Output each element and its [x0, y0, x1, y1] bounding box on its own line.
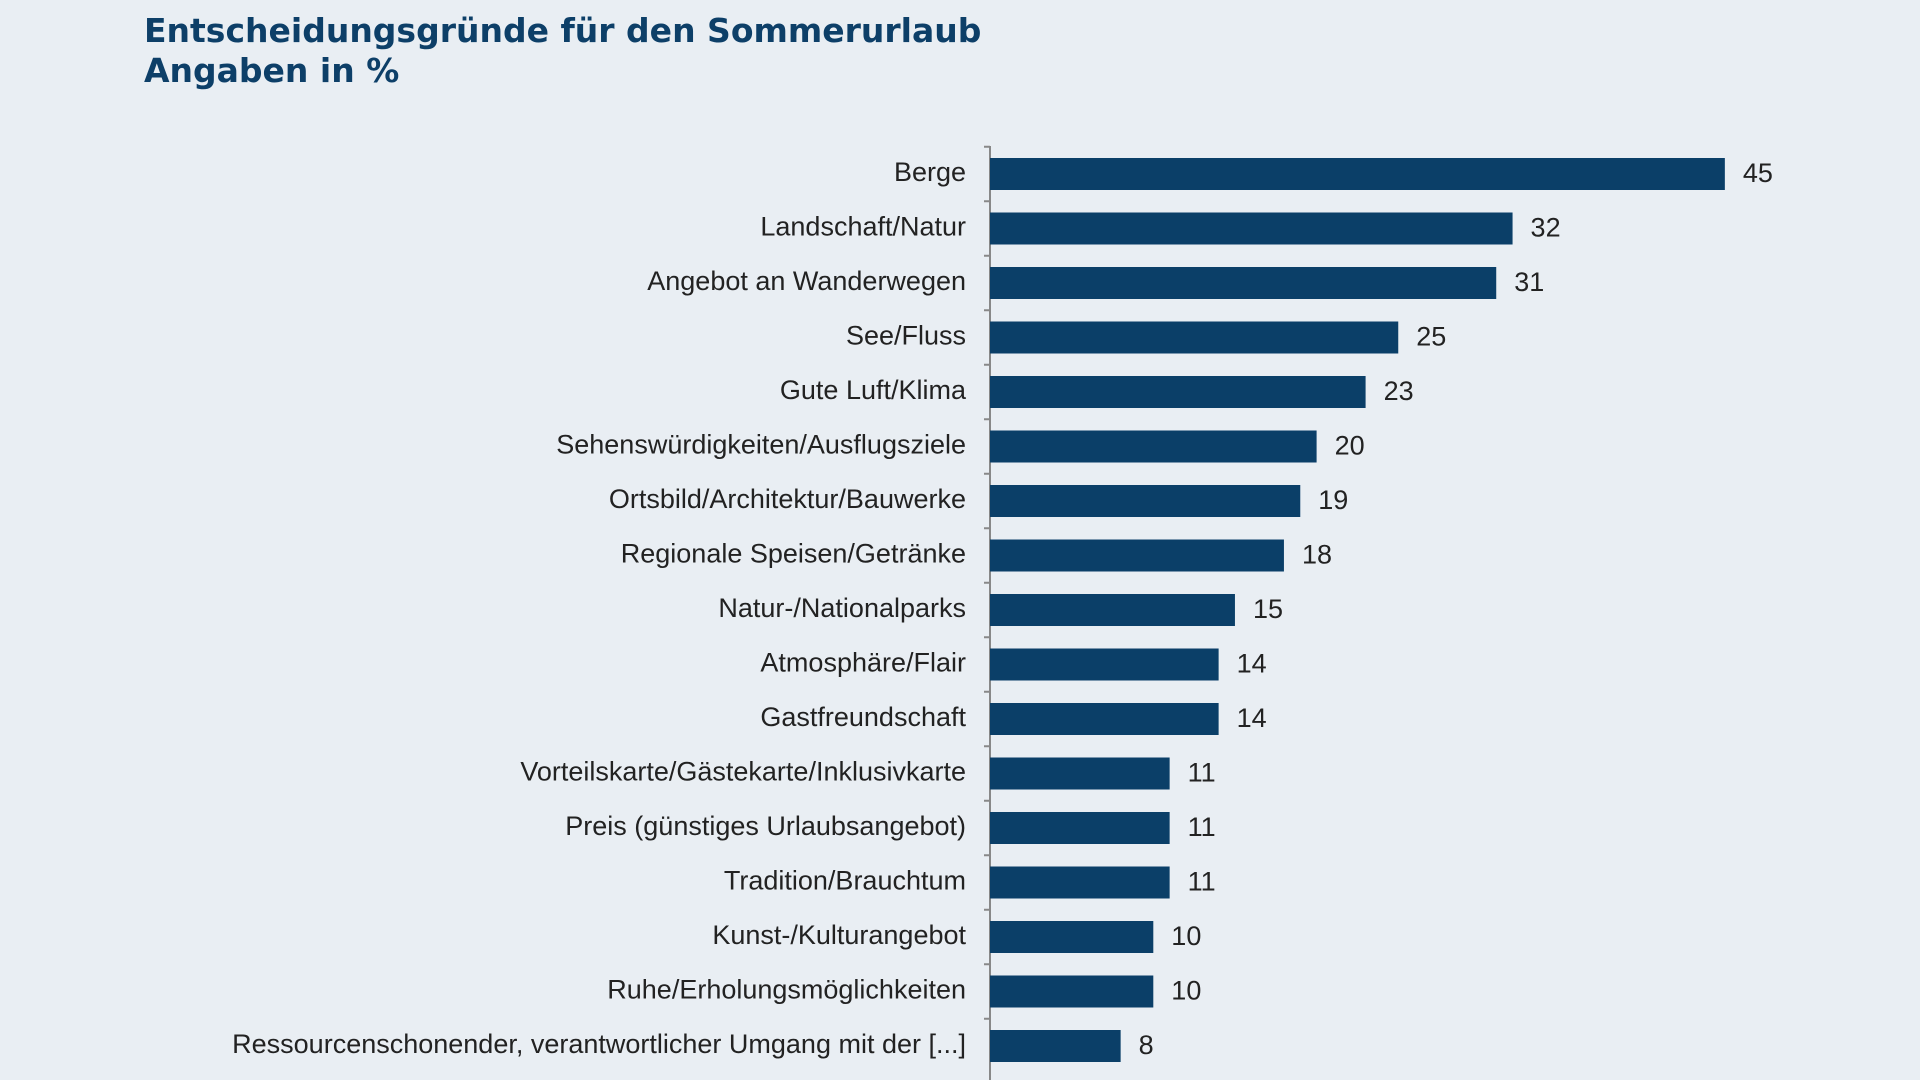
- bar: [990, 648, 1219, 681]
- category-label: Regionale Speisen/Getränke: [621, 539, 966, 569]
- category-label: Ruhe/Erholungsmöglichkeiten: [607, 975, 966, 1005]
- value-label: 15: [1253, 594, 1283, 624]
- chart-subtitle: Angaben in %: [144, 51, 399, 90]
- category-label: Gastfreundschaft: [760, 702, 966, 732]
- bar: [990, 321, 1399, 354]
- category-label: Preis (günstiges Urlaubsangebot): [565, 811, 966, 841]
- bar: [990, 1030, 1121, 1062]
- category-label: Kunst-/Kulturangebot: [712, 920, 966, 950]
- value-label: 10: [1171, 976, 1201, 1006]
- value-label: 11: [1188, 812, 1216, 842]
- value-label: 31: [1514, 267, 1544, 297]
- value-label: 20: [1335, 431, 1365, 461]
- category-label: Natur-/Nationalparks: [718, 593, 966, 623]
- category-label: See/Fluss: [846, 321, 966, 351]
- bar: [990, 212, 1513, 245]
- category-label: Atmosphäre/Flair: [760, 648, 966, 678]
- chart-title: Entscheidungsgründe für den Sommerurlaub: [144, 11, 981, 50]
- value-label: 18: [1302, 540, 1332, 570]
- category-label: Tradition/Brauchtum: [724, 866, 966, 896]
- value-label: 10: [1171, 921, 1201, 951]
- bar: [990, 866, 1170, 899]
- value-label: 45: [1743, 158, 1773, 188]
- value-label: 19: [1318, 485, 1348, 515]
- value-label: 23: [1384, 376, 1414, 406]
- bar: [990, 703, 1219, 735]
- category-label: Sehenswürdigkeiten/Ausflugsziele: [556, 430, 966, 460]
- bar: [990, 812, 1170, 844]
- value-label: 8: [1139, 1030, 1154, 1060]
- value-label: 11: [1188, 758, 1216, 788]
- bar: [990, 158, 1725, 190]
- category-label: Berge: [894, 157, 966, 187]
- bar: [990, 757, 1170, 790]
- value-label: 25: [1416, 322, 1446, 352]
- bar: [990, 485, 1301, 517]
- value-label: 32: [1531, 213, 1561, 243]
- category-label: Vorteilskarte/Gästekarte/Inklusivkarte: [520, 757, 966, 787]
- bar: [990, 921, 1154, 953]
- value-label: 11: [1188, 867, 1216, 897]
- bar: [990, 975, 1154, 1008]
- bar: [990, 594, 1235, 626]
- bar: [990, 376, 1366, 408]
- category-label: Angebot an Wanderwegen: [647, 266, 966, 296]
- bar: [990, 539, 1284, 572]
- bar: [990, 430, 1317, 463]
- category-label: Ortsbild/Architektur/Bauwerke: [609, 484, 966, 514]
- value-label: 14: [1237, 703, 1267, 733]
- category-label: Landschaft/Natur: [760, 212, 966, 242]
- value-label: 14: [1237, 649, 1267, 679]
- category-label: Gute Luft/Klima: [780, 375, 967, 405]
- category-label: Ressourcenschonender, verantwortlicher U…: [232, 1029, 966, 1059]
- bar: [990, 267, 1497, 299]
